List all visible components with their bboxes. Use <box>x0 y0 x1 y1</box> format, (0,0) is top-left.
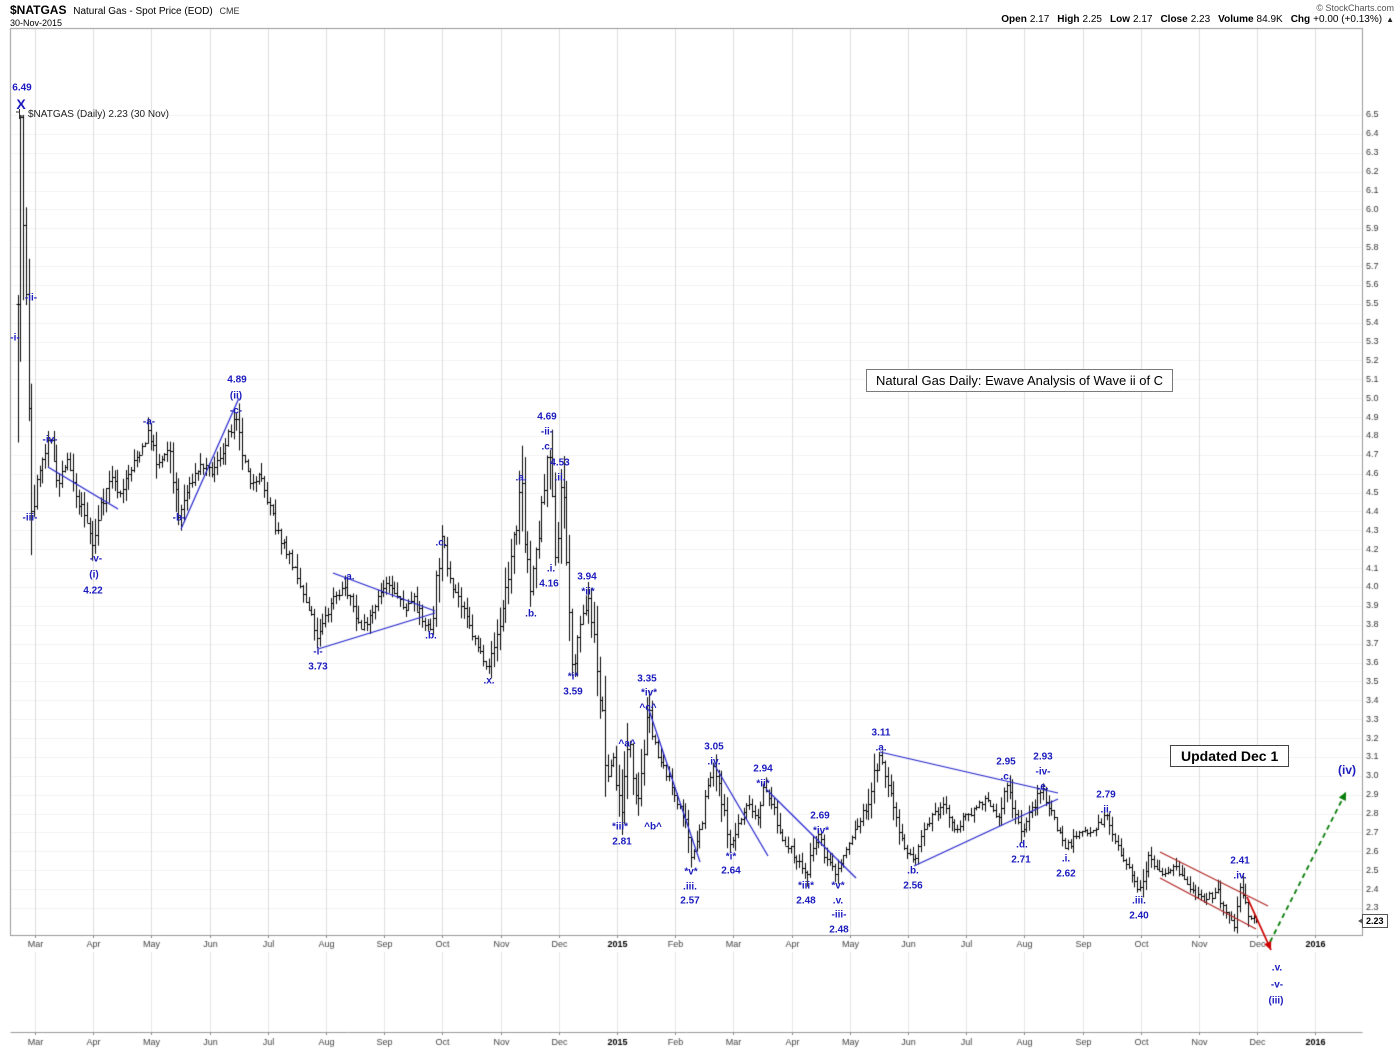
analysis-title-box: Natural Gas Daily: Ewave Analysis of Wav… <box>866 369 1174 392</box>
series-legend: $NATGAS (Daily) 2.23 (30 Nov) <box>15 108 169 120</box>
updated-note-box: Updated Dec 1 <box>1170 745 1290 767</box>
series-legend-text: $NATGAS (Daily) 2.23 (30 Nov) <box>28 108 169 120</box>
last-price-marker: 2.23 <box>1358 914 1388 928</box>
ohlc-series-icon <box>16 109 23 119</box>
last-price-value: 2.23 <box>1366 916 1384 926</box>
price-marker-arrow-icon <box>1358 918 1363 924</box>
